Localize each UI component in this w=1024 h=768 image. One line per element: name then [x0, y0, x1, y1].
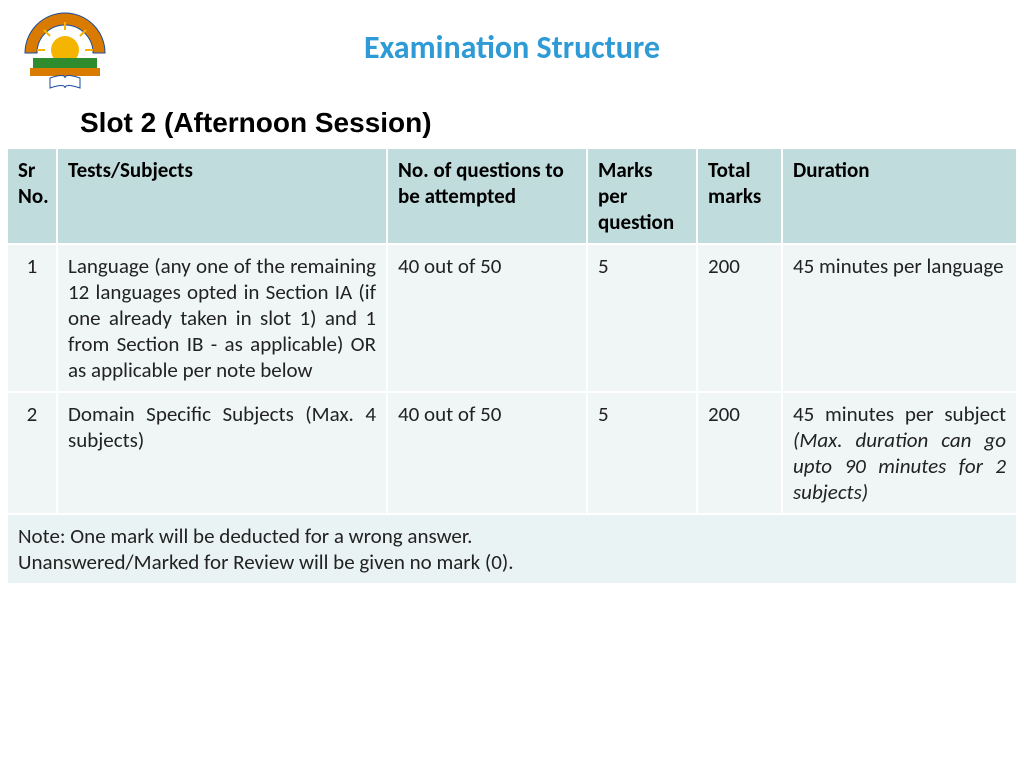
col-header-marks: Marks per question	[587, 148, 697, 244]
slot-subtitle: Slot 2 (Afternoon Session)	[80, 107, 1024, 139]
cell-questions: 40 out of 50	[387, 244, 587, 392]
cell-subject: Domain Specific Subjects (Max. 4 subject…	[57, 392, 387, 514]
cell-subject: Language (any one of the remaining 12 la…	[57, 244, 387, 392]
cell-duration: 45 minutes per subject (Max. duration ca…	[782, 392, 1017, 514]
col-header-total: Total marks	[697, 148, 782, 244]
cell-marks: 5	[587, 244, 697, 392]
cell-total: 200	[697, 392, 782, 514]
cell-questions: 40 out of 50	[387, 392, 587, 514]
page-title: Examination Structure	[0, 0, 1024, 67]
table-row: 1 Language (any one of the remaining 12 …	[7, 244, 1017, 392]
col-header-questions: No. of questions to be attempted	[387, 148, 587, 244]
table-header-row: Sr No. Tests/Subjects No. of questions t…	[7, 148, 1017, 244]
university-logo	[15, 8, 115, 93]
cell-total: 200	[697, 244, 782, 392]
col-header-subjects: Tests/Subjects	[57, 148, 387, 244]
exam-structure-table: Sr No. Tests/Subjects No. of questions t…	[6, 147, 1018, 585]
cell-duration: 45 minutes per language	[782, 244, 1017, 392]
note-cell: Note: One mark will be deducted for a wr…	[7, 514, 1017, 584]
cell-sr: 2	[7, 392, 57, 514]
note-line-1: Note: One mark will be deducted for a wr…	[18, 523, 1006, 549]
col-header-duration: Duration	[782, 148, 1017, 244]
col-header-sr: Sr No.	[7, 148, 57, 244]
table-note-row: Note: One mark will be deducted for a wr…	[7, 514, 1017, 584]
cell-marks: 5	[587, 392, 697, 514]
table-row: 2 Domain Specific Subjects (Max. 4 subje…	[7, 392, 1017, 514]
note-line-2: Unanswered/Marked for Review will be giv…	[18, 549, 1006, 575]
cell-sr: 1	[7, 244, 57, 392]
